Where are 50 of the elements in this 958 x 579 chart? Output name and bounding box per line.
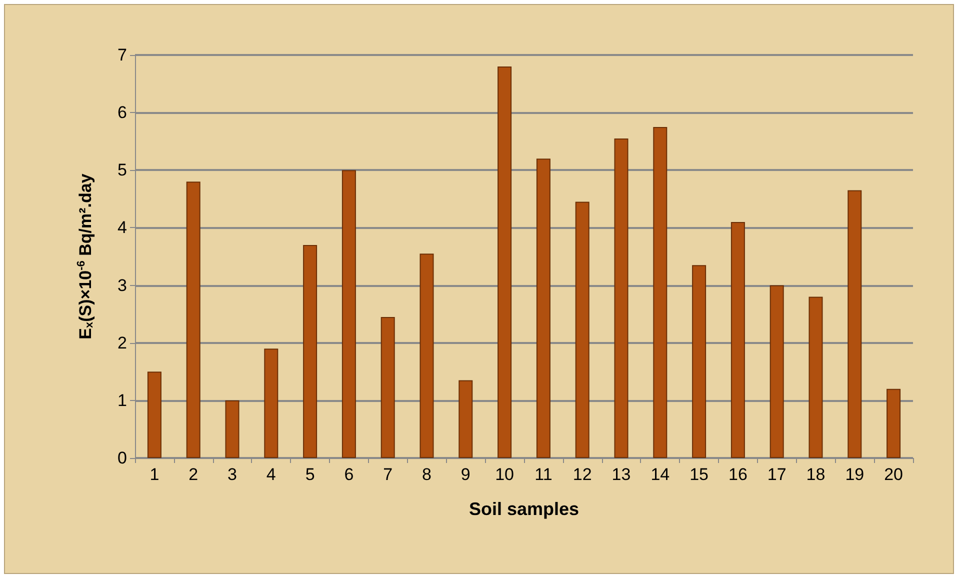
- bar: [653, 126, 668, 458]
- bar: [264, 348, 278, 458]
- x-tick-label: 6: [344, 465, 354, 484]
- bar: [225, 400, 240, 458]
- x-tick-label: 9: [460, 465, 470, 484]
- bar: [147, 372, 162, 458]
- y-tick-label: 7: [118, 46, 127, 64]
- x-tick-label: 15: [690, 465, 709, 484]
- x-tick-label: 19: [845, 465, 864, 484]
- x-axis-title: Soil samples: [468, 499, 580, 519]
- y-tick-label: 2: [118, 333, 127, 352]
- x-tick-label: 2: [188, 465, 198, 484]
- x-tick-label: 17: [767, 465, 786, 484]
- x-tick-label: 14: [650, 465, 670, 484]
- bar: [380, 316, 395, 458]
- y-axis-title: Ex(S)×10-6 Bq/m².day: [76, 173, 96, 340]
- bar: [186, 182, 200, 458]
- bar: [420, 254, 434, 458]
- x-tick-label: 18: [806, 465, 826, 484]
- y-tick-label: 4: [118, 218, 127, 238]
- x-tick-label: 13: [612, 465, 631, 484]
- x-tick-label: 1: [150, 465, 160, 484]
- x-tick-label: 12: [572, 465, 592, 484]
- y-tick-label: 1: [118, 390, 127, 410]
- bar: [536, 158, 550, 458]
- x-tick-label: 16: [728, 465, 748, 484]
- bar: [614, 138, 628, 458]
- x-tick-label: 11: [534, 465, 552, 484]
- bar: [458, 380, 473, 458]
- bar: [886, 388, 901, 458]
- x-tick-label: 4: [266, 465, 276, 484]
- y-tick-label: 5: [118, 160, 127, 180]
- x-tick-label: 20: [884, 465, 904, 484]
- bar: [848, 190, 862, 458]
- bar: [692, 265, 706, 458]
- bar: [303, 244, 318, 458]
- bar: [730, 222, 745, 458]
- y-tick-label: 0: [118, 448, 127, 468]
- y-tick-label: 3: [118, 276, 127, 295]
- x-tick-label: 3: [228, 465, 237, 484]
- bar: [808, 296, 823, 458]
- y-tick-label: 6: [118, 103, 127, 122]
- x-tick-label: 8: [422, 465, 432, 484]
- bar: [770, 285, 784, 458]
- x-tick-label: 5: [305, 465, 315, 484]
- bar: [498, 66, 512, 458]
- bar: [342, 170, 356, 458]
- bar: [575, 202, 590, 458]
- x-tick-label: 10: [495, 465, 514, 484]
- x-tick-label: 7: [383, 465, 393, 484]
